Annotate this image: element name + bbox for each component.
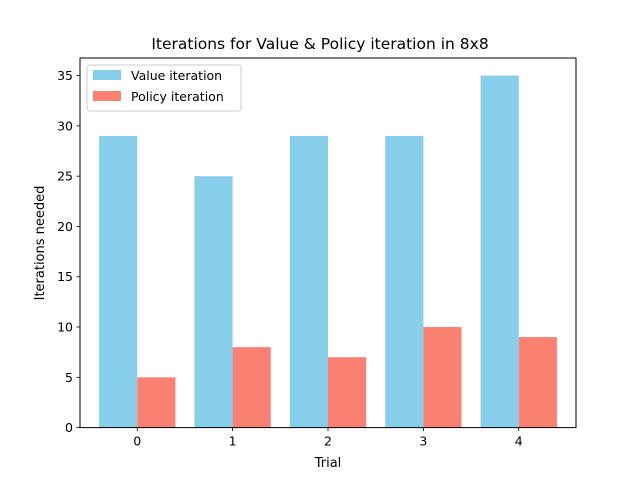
chart-title: Iterations for Value & Policy iteration … [151,35,488,53]
x-tick-label: 2 [324,434,332,449]
bar-series-0-cat-4 [480,75,519,428]
legend-label: Policy iteration [131,89,224,104]
bar-series-0-cat-1 [194,176,233,428]
x-tick-label: 0 [133,434,141,449]
bar-series-1-cat-1 [232,347,271,428]
legend-swatch [93,70,121,80]
bar-series-0-cat-2 [289,135,328,428]
y-tick-label: 35 [57,68,73,83]
bar-series-1-cat-3 [423,327,462,428]
bar-series-0-cat-3 [385,135,424,428]
y-tick-label: 0 [65,420,73,435]
y-tick-label: 5 [65,370,73,385]
y-tick-label: 30 [57,118,73,133]
bar-series-1-cat-2 [328,357,367,428]
y-axis-label: Iterations needed [33,186,48,301]
y-tick-label: 20 [57,219,73,234]
legend-box [86,64,242,112]
plot-frame [79,57,577,429]
legend-swatch [93,91,121,101]
x-axis: 0 1 2 3 4 [133,427,523,449]
x-tick-label: 1 [229,434,237,449]
bar-series-0-cat-0 [99,135,138,428]
y-tick-label: 10 [57,320,73,335]
bar-series-1-cat-0 [137,377,176,428]
bars-group [99,75,557,428]
legend-label: Value iteration [131,68,222,83]
x-axis-label: Trial [314,456,342,471]
legend: Value iteration Policy iteration [86,64,242,112]
x-tick-label: 3 [419,434,427,449]
y-tick-label: 15 [57,269,73,284]
x-tick-label: 4 [515,434,523,449]
bar-series-1-cat-4 [518,337,557,428]
y-axis: 0 5 10 15 20 25 30 35 [57,68,80,435]
y-tick-label: 25 [57,169,73,184]
